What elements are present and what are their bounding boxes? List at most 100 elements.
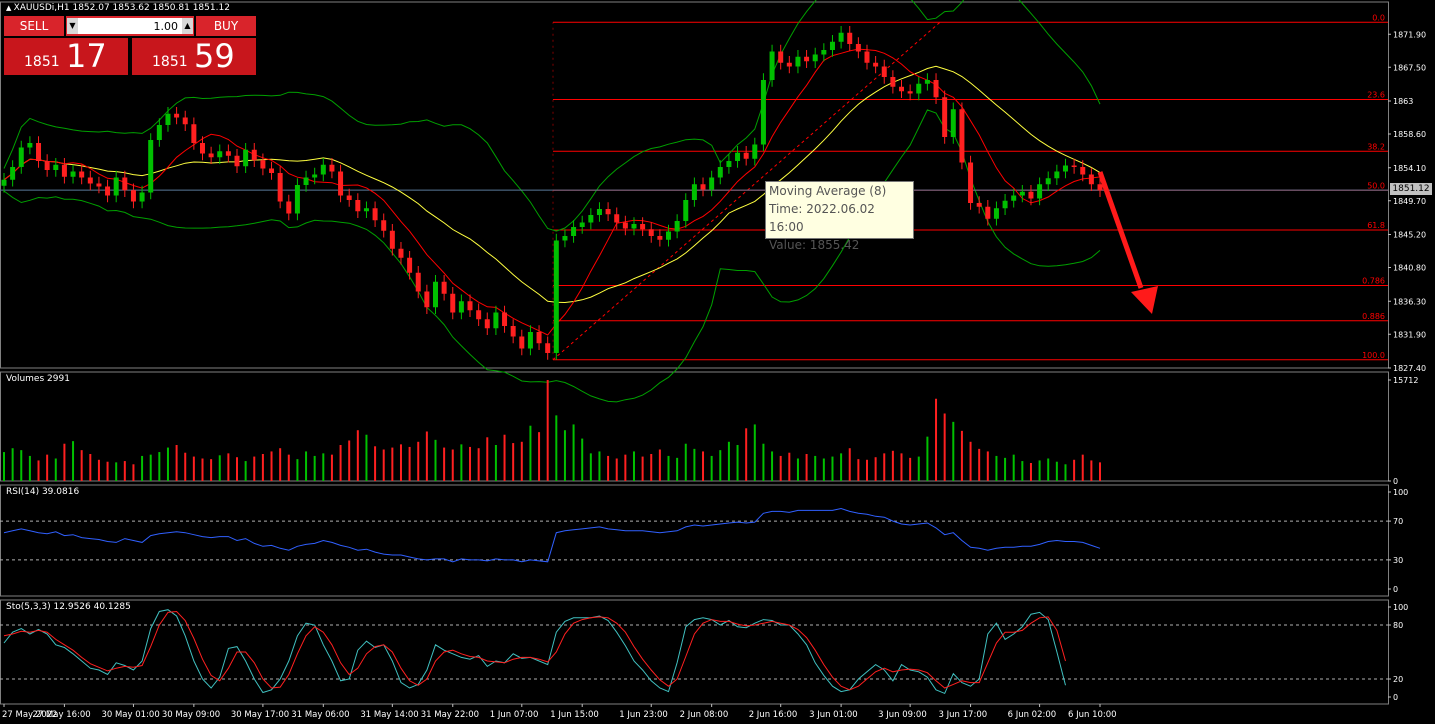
- candle-body: [277, 173, 283, 202]
- candle-body: [959, 109, 965, 163]
- panel-frame-2: [0, 484, 1389, 597]
- buy-price-button[interactable]: 1851 59: [132, 37, 256, 75]
- time-tick-label-16: 6 Jun 02:00: [1008, 710, 1057, 720]
- candle-body: [924, 80, 930, 84]
- candle-body: [251, 149, 257, 161]
- fibonacci-retracement[interactable]: 0.0 23.6 38.2 50.0 61.8 0.786 0.886 100.0: [552, 13, 1388, 361]
- time-tick-label-0: 27 May 2022: [2, 710, 57, 720]
- price-tick-label-6: 1845.20: [1393, 231, 1426, 240]
- candle-body: [346, 195, 352, 200]
- volume-tick-label-0: 15712: [1393, 376, 1418, 385]
- stoch-tick-label-0: 100: [1393, 603, 1408, 612]
- sell-button[interactable]: SELL: [4, 16, 64, 36]
- candle-body: [1019, 191, 1025, 196]
- time-tick-label-17: 6 Jun 10:00: [1068, 710, 1117, 720]
- candle-body: [778, 51, 784, 63]
- candle-body: [415, 272, 421, 292]
- candle-body: [864, 51, 870, 63]
- candle-body: [389, 230, 395, 249]
- candle-body: [329, 164, 335, 172]
- candle-body: [484, 319, 490, 329]
- price-tick-label-0: 1871.90: [1393, 30, 1426, 39]
- candle-body: [657, 236, 663, 240]
- time-tick-label-12: 2 Jun 16:00: [749, 710, 798, 720]
- time-tick-label-2: 30 May 01:00: [101, 710, 159, 720]
- candle-body: [916, 83, 922, 94]
- candle-body: [44, 161, 50, 170]
- candle-body: [899, 86, 905, 92]
- lot-size-input[interactable]: [78, 18, 182, 34]
- candle-body: [407, 257, 413, 273]
- candle-body: [320, 164, 326, 175]
- tooltip-title: Moving Average (8): [769, 184, 887, 198]
- symbol-info-text: XAUUSDi,H1 1852.07 1853.62 1850.81 1851.…: [13, 3, 230, 13]
- price-candles: [1, 26, 1103, 360]
- candle-body: [458, 301, 464, 313]
- buy-price-prefix: 1851: [152, 54, 188, 70]
- candle-body: [269, 168, 275, 173]
- indicator-tooltip: Moving Average (8) Time: 2022.06.02 16:0…: [765, 181, 914, 252]
- rsi-indicator: [0, 507, 1388, 563]
- price-tick-label-8: 1836.30: [1393, 297, 1426, 306]
- lot-increase-icon[interactable]: ▲: [182, 18, 193, 34]
- fib-level-label-0: 0.0: [1372, 13, 1385, 22]
- lot-size-control: ▼ ▲: [66, 16, 194, 36]
- candle-body: [1002, 200, 1008, 209]
- candle-body: [605, 209, 611, 215]
- candle-body: [372, 208, 378, 221]
- candle-body: [873, 62, 879, 67]
- candle-body: [476, 310, 482, 320]
- candle-body: [312, 174, 318, 178]
- candle-body: [432, 281, 438, 308]
- panel-frame-3: [0, 599, 1389, 705]
- candle-body: [1080, 167, 1086, 175]
- price-tick-label-9: 1831.90: [1393, 330, 1426, 339]
- stochastic-title: Sto(5,3,3) 12.9526 40.1285: [6, 602, 131, 612]
- candle-body: [804, 56, 810, 62]
- candle-body: [596, 209, 602, 215]
- lot-decrease-icon[interactable]: ▼: [67, 18, 78, 34]
- tooltip-value: Value: 1855.42: [769, 238, 860, 252]
- ma-slow-line: [3, 65, 1101, 304]
- time-tick-label-9: 1 Jun 15:00: [550, 710, 599, 720]
- candle-body: [1037, 184, 1043, 199]
- candle-body: [545, 343, 551, 353]
- time-tick-label-6: 31 May 14:00: [360, 710, 418, 720]
- candle-body: [217, 151, 223, 158]
- candle-body: [890, 77, 896, 87]
- candle-body: [968, 162, 974, 203]
- candle-body: [622, 222, 628, 229]
- down-arrow-annotation[interactable]: [1097, 171, 1158, 314]
- time-tick-label-3: 30 May 09:00: [162, 710, 220, 720]
- candle-body: [294, 185, 300, 214]
- time-tick-label-14: 3 Jun 09:00: [878, 710, 927, 720]
- candle-body: [614, 214, 620, 223]
- time-tick-label-1: 27 May 16:00: [32, 710, 90, 720]
- buy-button[interactable]: BUY: [196, 16, 256, 36]
- price-tick-label-4: 1854.10: [1393, 164, 1426, 173]
- candle-body: [96, 183, 102, 187]
- rsi-tick-label-2: 30: [1393, 556, 1403, 565]
- candle-body: [942, 97, 948, 137]
- rsi-tick-label-3: 0: [1393, 585, 1398, 594]
- candle-body: [907, 91, 913, 94]
- candle-body: [1071, 165, 1077, 167]
- price-tick-label-2: 1863: [1393, 97, 1413, 106]
- candle-body: [225, 151, 231, 156]
- candle-body: [838, 32, 844, 42]
- volumes-title: Volumes 2991: [6, 374, 70, 384]
- collapse-triangle-icon[interactable]: ▲: [6, 4, 14, 12]
- volume-tick-label-1: 0: [1393, 477, 1398, 486]
- candle-body: [363, 208, 369, 212]
- rsi-tick-label-1: 70: [1393, 517, 1403, 526]
- sell-price-pips: 17: [66, 37, 107, 75]
- candle-body: [303, 177, 309, 185]
- candle-body: [156, 125, 162, 140]
- sell-price-button[interactable]: 1851 17: [4, 37, 128, 75]
- price-axis: 1871.90 1867.50 1863 1858.60 1854.10 1849.70 1…: [1388, 30, 1426, 702]
- stoch-tick-label-1: 80: [1393, 621, 1403, 630]
- candle-body: [18, 147, 24, 167]
- candle-body: [976, 203, 982, 207]
